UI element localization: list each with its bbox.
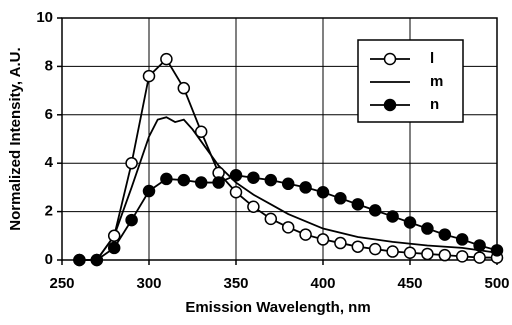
marker [383,98,397,112]
marker [160,172,173,186]
marker [383,52,397,66]
marker [107,241,121,255]
marker [229,169,243,182]
marker [368,242,382,256]
marker [177,81,191,95]
marker [247,200,260,214]
marker [316,233,330,246]
y-tick-label: 2 [45,203,53,220]
marker [160,52,173,66]
marker [194,125,208,138]
marker [334,192,347,205]
marker [421,247,434,261]
marker [281,177,295,191]
y-tick-label: 4 [45,154,54,171]
series-line [96,116,498,261]
marker [351,240,365,253]
marker [299,228,312,241]
marker [90,253,104,267]
x-tick-label: 500 [484,275,509,292]
plot-frame [61,17,498,261]
x-tick-label: 350 [223,275,248,292]
marker [177,173,191,187]
marker [490,244,504,257]
marker [403,246,417,259]
marker [473,239,486,252]
y-axis-title: Normalized Intensity, A.U. [7,47,24,230]
marker [386,210,399,223]
marker [264,212,278,226]
x-tick-label: 400 [310,275,335,292]
marker [455,233,469,246]
y-tick-label: 6 [45,106,53,123]
marker [368,204,382,217]
marker [334,236,347,250]
marker [107,229,121,243]
y-tick-label: 0 [45,251,53,268]
marker [299,181,312,194]
marker [438,248,452,262]
marker [125,156,138,170]
marker [281,221,295,234]
marker [142,69,156,83]
legend-label: m [430,73,443,90]
marker [455,250,469,263]
x-tick-label: 450 [397,275,422,292]
marker [142,184,156,198]
marker [316,185,330,199]
marker [212,176,225,189]
marker [247,171,260,184]
y-tick-label: 10 [36,9,53,26]
marker [473,251,486,264]
marker [386,245,399,258]
legend-label: l [430,50,434,67]
marker [125,213,138,227]
marker [438,228,452,241]
marker [264,173,278,187]
marker [351,198,365,211]
marker [229,185,243,199]
marker [403,216,417,229]
marker [421,222,434,235]
x-tick-label: 300 [136,275,161,292]
legend-box [357,39,464,123]
x-tick-label: 250 [49,275,74,292]
y-tick-label: 8 [45,57,53,74]
legend-label: n [430,96,439,113]
marker [194,176,208,189]
marker [73,253,86,267]
x-axis-title: Emission Wavelength, nm [185,299,370,316]
